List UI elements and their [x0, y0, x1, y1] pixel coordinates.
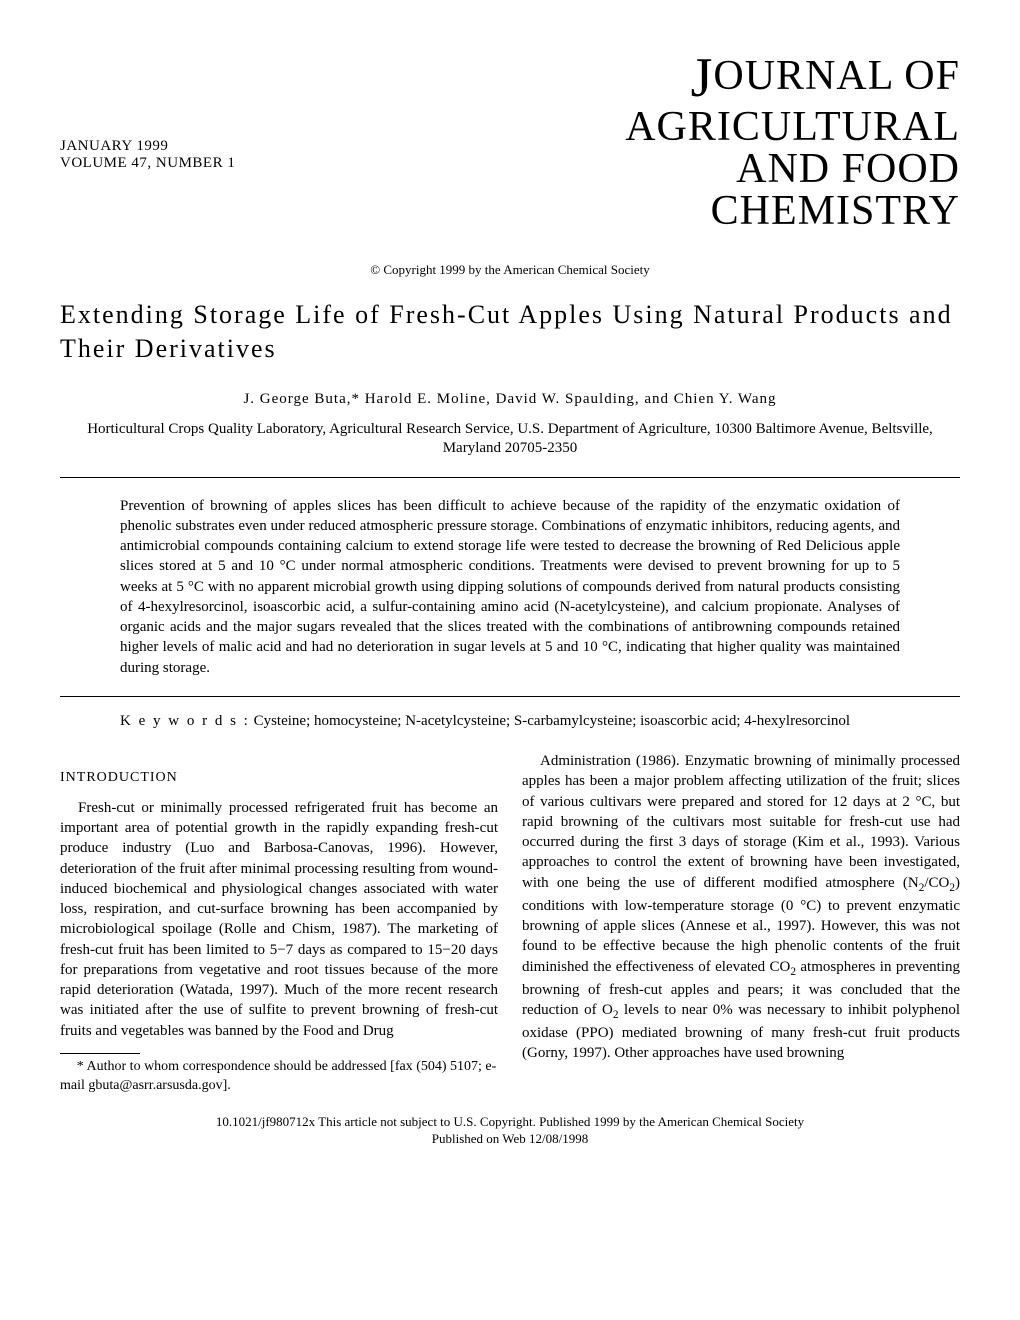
divider-rule	[60, 696, 960, 697]
issue-info: JANUARY 1999 VOLUME 47, NUMBER 1	[60, 138, 235, 232]
copyright-notice: © Copyright 1999 by the American Chemica…	[60, 262, 960, 278]
issue-date: JANUARY 1999	[60, 138, 235, 155]
keywords-text: Cysteine; homocysteine; N-acetylcysteine…	[254, 713, 850, 729]
journal-logo: JOURNAL OF AGRICULTURAL AND FOOD CHEMIST…	[625, 50, 960, 232]
doi-footer: 10.1021/jf980712x This article not subje…	[60, 1114, 960, 1148]
journal-title-line1: JOURNAL OF	[625, 50, 960, 106]
divider-rule	[60, 477, 960, 478]
issue-volume: VOLUME 47, NUMBER 1	[60, 155, 235, 172]
body-paragraph-right: Administration (1986). Enzymatic brownin…	[522, 751, 960, 1064]
doi-text: 10.1021/jf980712x This article not subje…	[60, 1114, 960, 1131]
corresponding-author-footnote: * Author to whom correspondence should b…	[60, 1058, 498, 1096]
n2-co2: 2/CO2	[919, 875, 955, 891]
article-title: Extending Storage Life of Fresh-Cut Appl…	[60, 298, 960, 366]
journal-title-line3: AND FOOD	[625, 148, 960, 190]
page-header: JANUARY 1999 VOLUME 47, NUMBER 1 JOURNAL…	[60, 50, 960, 232]
keywords-block: K e y w o r d s : Cysteine; homocysteine…	[120, 711, 900, 731]
keywords-label: K e y w o r d s :	[120, 713, 250, 729]
affiliation: Horticultural Crops Quality Laboratory, …	[60, 420, 960, 459]
pub-web-date: Published on Web 12/08/1998	[60, 1131, 960, 1148]
authors-list: J. George Buta,* Harold E. Moline, David…	[60, 391, 960, 408]
body-paragraph-left: Fresh-cut or minimally processed refrige…	[60, 798, 498, 1041]
journal-title-line2: AGRICULTURAL	[625, 106, 960, 148]
journal-title-line4: CHEMISTRY	[625, 190, 960, 232]
abstract-text: Prevention of browning of apples slices …	[120, 496, 900, 678]
body-columns: INTRODUCTION Fresh-cut or minimally proc…	[60, 751, 960, 1096]
journal-title-initial: J	[691, 47, 714, 109]
section-heading: INTRODUCTION	[60, 769, 498, 788]
footnote-rule	[60, 1053, 140, 1054]
